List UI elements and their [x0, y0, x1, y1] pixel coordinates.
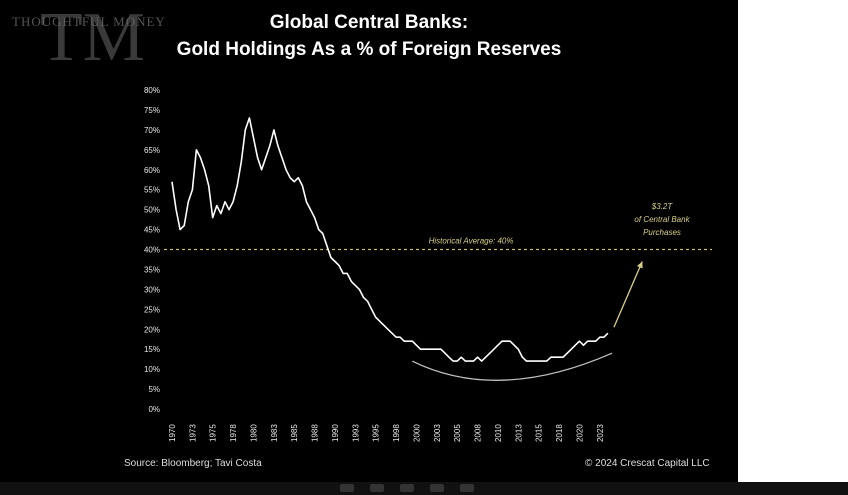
- y-tick-label: 5%: [148, 385, 160, 394]
- x-tick-label: 1970: [168, 424, 177, 442]
- x-tick-label: 1998: [392, 424, 401, 442]
- control-icon[interactable]: [430, 484, 444, 492]
- chart-svg: 0% 5% 10% 15% 20% 25% 30% 35% 40% 45% 50% 55% 60% 65%…: [144, 86, 712, 442]
- svg-text:TM: TM: [40, 0, 145, 70]
- series-line: [171, 117, 609, 362]
- y-tick-label: 40%: [144, 246, 160, 255]
- x-tick-label: 2013: [514, 424, 523, 442]
- annotation-text: Purchases: [643, 228, 681, 237]
- y-tick-label: 70%: [144, 126, 160, 135]
- x-tick-label: 1990: [331, 424, 340, 442]
- watermark-logo: TM: [40, 0, 145, 70]
- x-tick-label: 1983: [270, 424, 279, 442]
- x-tick-label: 2003: [433, 424, 442, 442]
- chart-slide: TM THOUGHTFUL MONEY Global Central Banks…: [0, 0, 738, 482]
- y-tick-label: 10%: [144, 365, 160, 374]
- copyright-note: © 2024 Crescat Capital LLC: [585, 458, 710, 469]
- y-tick-label: 0%: [148, 405, 160, 414]
- chart-title-line1: Global Central Banks:: [269, 12, 469, 33]
- x-tick-label: 2015: [535, 424, 544, 442]
- x-tick-label: 1988: [311, 424, 320, 442]
- x-tick-label: 2008: [474, 424, 483, 442]
- y-tick-label: 45%: [144, 226, 160, 235]
- x-tick-label: 1978: [229, 424, 238, 442]
- x-tick-label: 2023: [596, 424, 605, 442]
- x-tick-label: 2018: [555, 424, 564, 442]
- y-tick-label: 75%: [144, 106, 160, 115]
- y-tick-label: 55%: [144, 186, 160, 195]
- chart-title-line2: Gold Holdings As a % of Foreign Reserves: [176, 39, 562, 60]
- bottom-strip: [0, 482, 848, 495]
- control-icon[interactable]: [370, 484, 384, 492]
- y-tick-label: 50%: [144, 206, 160, 215]
- y-tick-label: 25%: [144, 305, 160, 314]
- annotation-arrowhead: [637, 261, 643, 269]
- x-tick-label: 1993: [351, 424, 360, 442]
- annotation-arrow: [613, 261, 643, 328]
- x-tick-label: 1980: [249, 424, 258, 442]
- y-tick-label: 20%: [144, 325, 160, 334]
- control-icon[interactable]: [460, 484, 474, 492]
- x-tick-label: 1973: [188, 424, 197, 442]
- x-tick-label: 1985: [290, 424, 299, 442]
- y-tick-label: 30%: [144, 285, 160, 294]
- y-tick-label: 35%: [144, 265, 160, 274]
- annotation-text: $3.2T: [651, 202, 674, 211]
- x-tick-label: 1975: [209, 424, 218, 442]
- source-note: Source: Bloomberg; Tavi Costa: [124, 458, 262, 469]
- y-tick-label: 80%: [144, 86, 160, 95]
- y-tick-label: 65%: [144, 146, 160, 155]
- control-icon[interactable]: [400, 484, 414, 492]
- watermark-text: THOUGHTFUL MONEY: [12, 14, 166, 29]
- trend-arc: [412, 352, 613, 381]
- y-tick-label: 15%: [144, 345, 160, 354]
- x-tick-label: 2010: [494, 424, 503, 442]
- annotation-text: of Central Bank: [634, 215, 690, 224]
- x-tick-label: 2020: [575, 424, 584, 442]
- reference-line-label: Historical Average: 40%: [429, 237, 514, 246]
- x-tick-label: 2005: [453, 424, 462, 442]
- x-tick-label: 1995: [372, 424, 381, 442]
- x-tick-label: 2000: [412, 424, 421, 442]
- control-icon[interactable]: [340, 484, 354, 492]
- y-tick-label: 60%: [144, 166, 160, 175]
